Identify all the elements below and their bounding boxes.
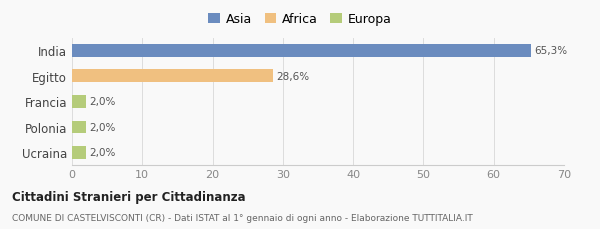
Text: 28,6%: 28,6% bbox=[277, 71, 310, 82]
Text: 2,0%: 2,0% bbox=[89, 148, 116, 158]
Bar bbox=[72, 45, 531, 57]
Text: 65,3%: 65,3% bbox=[535, 46, 568, 56]
Bar bbox=[72, 95, 86, 108]
Bar bbox=[72, 146, 86, 159]
Text: 2,0%: 2,0% bbox=[89, 97, 116, 107]
Text: Cittadini Stranieri per Cittadinanza: Cittadini Stranieri per Cittadinanza bbox=[12, 190, 245, 203]
Bar bbox=[72, 70, 273, 83]
Bar bbox=[72, 121, 86, 134]
Text: COMUNE DI CASTELVISCONTI (CR) - Dati ISTAT al 1° gennaio di ogni anno - Elaboraz: COMUNE DI CASTELVISCONTI (CR) - Dati IST… bbox=[12, 213, 473, 222]
Text: 2,0%: 2,0% bbox=[89, 122, 116, 132]
Legend: Asia, Africa, Europa: Asia, Africa, Europa bbox=[206, 11, 394, 29]
